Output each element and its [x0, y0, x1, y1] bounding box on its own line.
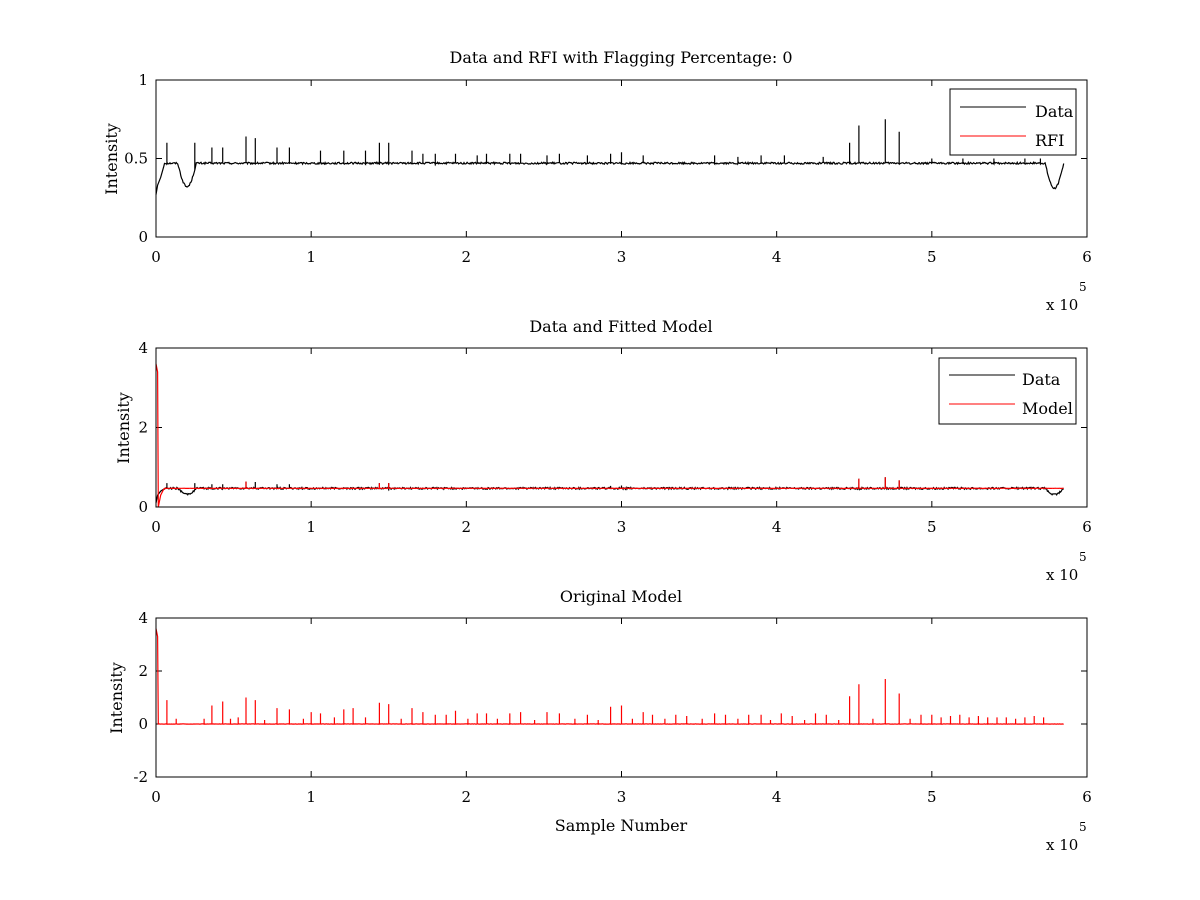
x-tick-label: 1: [306, 788, 316, 806]
series-line-model: [155, 628, 1064, 725]
y-tick-label: 4: [138, 339, 148, 357]
y-tick-label: 0: [138, 498, 148, 516]
panel-1-x-multiplier: x 10: [1046, 296, 1078, 314]
panel-2-legend-box: [938, 357, 1077, 425]
panel-2-x-multiplier: x 10: [1046, 566, 1078, 584]
x-tick-label: 3: [617, 248, 627, 266]
y-tick-label: 1: [138, 71, 148, 89]
panel-3-title: Original Model: [560, 587, 682, 606]
panel-3-ylabel: Intensity: [107, 662, 126, 734]
panel-1-data: [155, 119, 1065, 195]
y-tick-label: 0: [138, 228, 148, 246]
panel-1-legend-label-rfi: RFI: [1035, 131, 1064, 150]
panel-2-axes-box: [155, 347, 1088, 508]
x-tick-label: 6: [1082, 788, 1092, 806]
panel-3-x-exponent: 5: [1079, 820, 1087, 834]
y-tick-label: 0.5: [124, 150, 148, 168]
x-tick-label: 4: [772, 518, 782, 536]
x-tick-label: 5: [927, 248, 937, 266]
y-tick-label: 2: [138, 662, 148, 680]
y-tick-label: -2: [133, 768, 148, 786]
x-tick-label: 6: [1082, 518, 1092, 536]
y-tick-label: 0: [138, 715, 148, 733]
panel-1-x-exponent: 5: [1079, 280, 1087, 294]
panel-data-model: Data and Fitted Model Intensity 0 1 2 3 4 5 60…: [114, 317, 1092, 584]
x-tick-label: 0: [151, 518, 161, 536]
panel-2-axes: 0 1 2 3 4 5 6 0 2 4: [138, 339, 1091, 536]
panel-3-xlabel: Sample Number: [555, 816, 688, 835]
x-tick-label: 0: [151, 788, 161, 806]
panel-1-legend-label-data: Data: [1035, 102, 1074, 121]
panel-2-title: Data and Fitted Model: [529, 317, 712, 336]
panel-2-legend-label-data: Data: [1022, 370, 1061, 389]
x-tick-label: 3: [617, 518, 627, 536]
panel-1-axes-box: [155, 79, 1088, 238]
x-tick-label: 4: [772, 248, 782, 266]
series-line-data: [155, 119, 1065, 195]
y-tick-label: 2: [138, 419, 148, 437]
panel-1-legend-box: [949, 88, 1077, 156]
panel-2-legend-label-model: Model: [1022, 399, 1073, 418]
x-tick-label: 3: [617, 788, 627, 806]
x-tick-label: 1: [306, 518, 316, 536]
panel-3-data: [155, 628, 1064, 725]
x-tick-label: 4: [772, 788, 782, 806]
x-tick-label: 0: [151, 248, 161, 266]
panel-3-x-multiplier: x 10: [1046, 836, 1078, 854]
panel-1-legend: Data RFI: [949, 88, 1077, 156]
x-tick-label: 2: [462, 248, 472, 266]
panel-data-rfi: Data and RFI with Flagging Percentage: 0…: [102, 48, 1092, 314]
panel-3-axes-box: [155, 617, 1088, 778]
y-tick-label: 4: [138, 609, 148, 627]
x-tick-label: 2: [462, 788, 472, 806]
panel-2-x-exponent: 5: [1079, 550, 1087, 564]
panel-1-ylabel: Intensity: [102, 123, 121, 195]
x-tick-label: 5: [927, 788, 937, 806]
panel-2-data: [155, 363, 1065, 508]
panel-2-legend: Data Model: [938, 357, 1077, 425]
x-tick-label: 2: [462, 518, 472, 536]
x-tick-label: 6: [1082, 248, 1092, 266]
x-tick-label: 1: [306, 248, 316, 266]
series-line-model: [155, 363, 1064, 508]
x-tick-label: 5: [927, 518, 937, 536]
panel-2-ylabel: Intensity: [114, 392, 133, 464]
panel-1-title: Data and RFI with Flagging Percentage: 0: [449, 48, 792, 67]
